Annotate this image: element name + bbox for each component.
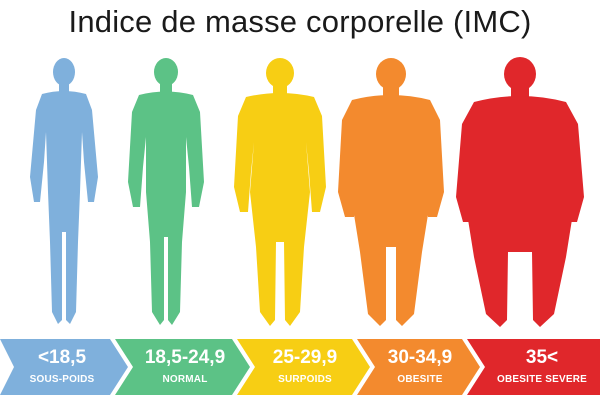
category-normal: 18,5-24,9 NORMAL <box>130 339 240 395</box>
category-range: 30-34,9 <box>387 347 453 368</box>
figure-underweight <box>30 58 98 324</box>
category-range: 18,5-24,9 <box>144 347 226 368</box>
category-range: 25-29,9 <box>272 347 338 368</box>
category-obese: 30-34,9 OBESITE <box>372 339 468 395</box>
category-severely-obese: 35< OBESITE SEVERE <box>484 339 600 395</box>
arrow-overweight <box>237 339 370 395</box>
arrow-underweight <box>0 339 128 395</box>
category-range: <18,5 <box>37 347 87 368</box>
figure-obese <box>338 58 444 326</box>
figure-overweight <box>234 58 326 326</box>
category-label: OBESITE <box>397 374 443 385</box>
scale-arrows <box>0 339 600 395</box>
category-label: NORMAL <box>162 374 208 385</box>
bmi-scale-bar: <18,5 SOUS-POIDS 18,5-24,9 NORMAL 25-29,… <box>0 339 600 395</box>
figure-severely-obese <box>456 57 584 327</box>
figures-svg <box>30 57 584 327</box>
category-underweight: <18,5 SOUS-POIDS <box>10 339 114 395</box>
category-range: 35< <box>525 347 559 368</box>
arrow-severely-obese <box>467 339 600 395</box>
figure-normal <box>128 58 204 325</box>
category-label: SURPOIDS <box>278 374 332 385</box>
category-overweight: 25-29,9 SURPOIDS <box>252 339 358 395</box>
category-label: OBESITE SEVERE <box>496 374 588 385</box>
arrow-normal <box>115 339 250 395</box>
body-figures <box>0 42 600 332</box>
category-label: SOUS-POIDS <box>29 374 95 385</box>
arrow-obese <box>357 339 480 395</box>
page-title: Indice de masse corporelle (IMC) <box>68 4 532 39</box>
